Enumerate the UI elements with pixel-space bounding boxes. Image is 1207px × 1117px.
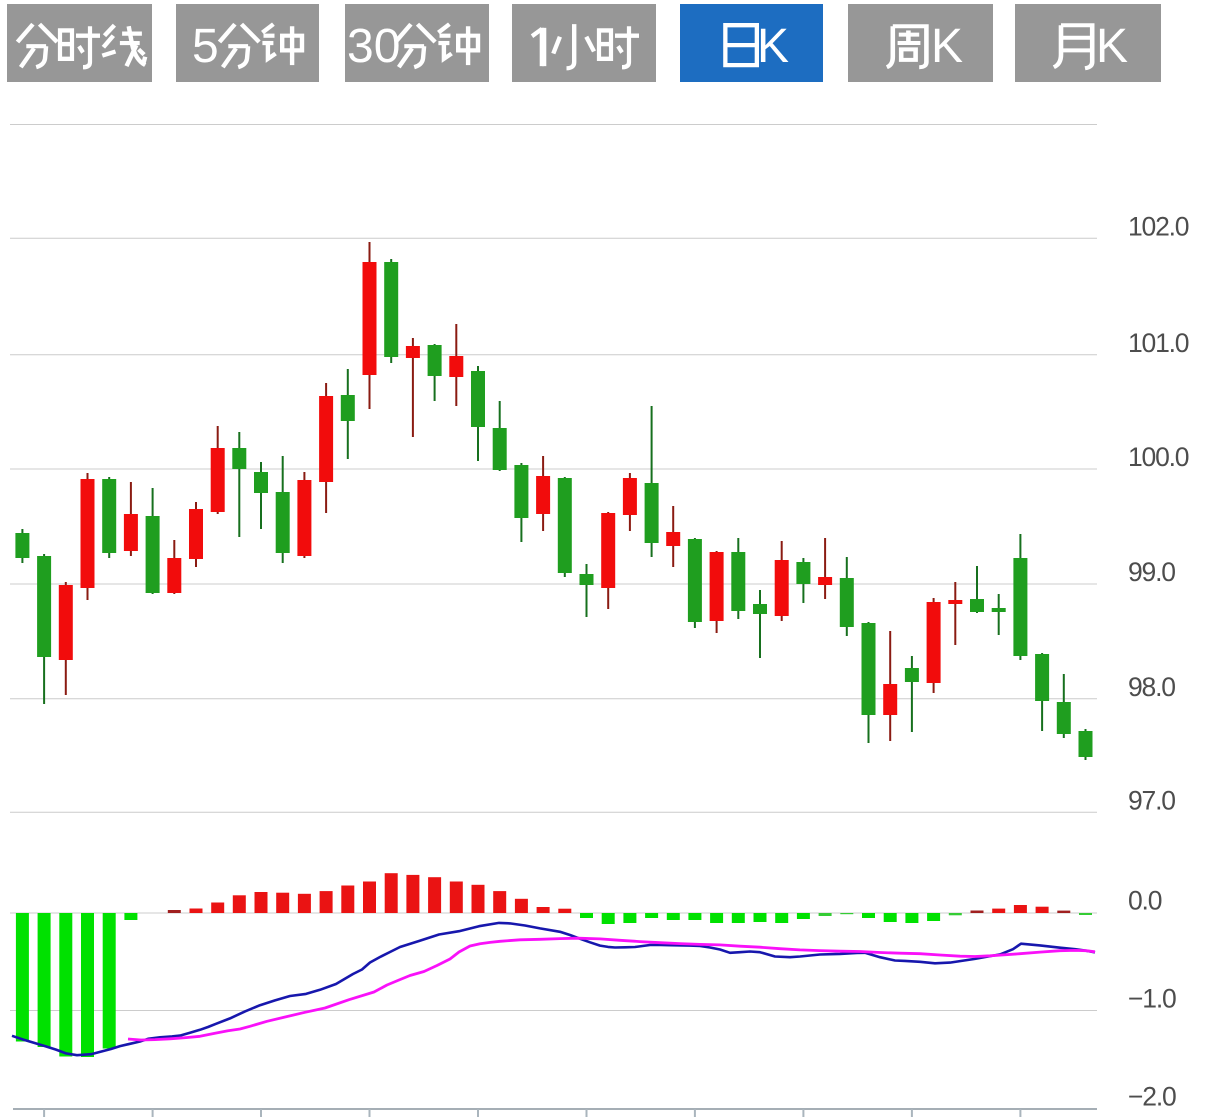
svg-text:97.0: 97.0	[1128, 785, 1175, 815]
svg-text:101.0: 101.0	[1128, 328, 1189, 358]
svg-text:−2.0: −2.0	[1128, 1082, 1176, 1112]
svg-text:K: K	[1096, 20, 1128, 73]
svg-text:−1.0: −1.0	[1128, 984, 1176, 1014]
svg-text:100.0: 100.0	[1128, 442, 1189, 472]
svg-text:0.0: 0.0	[1128, 886, 1162, 916]
svg-text:K: K	[931, 20, 963, 73]
svg-text:102.0: 102.0	[1128, 211, 1189, 241]
svg-text:99.0: 99.0	[1128, 557, 1175, 587]
svg-text:30: 30	[347, 20, 400, 73]
svg-text:98.0: 98.0	[1128, 672, 1175, 702]
svg-text:5: 5	[192, 20, 219, 73]
svg-text:K: K	[757, 20, 789, 73]
